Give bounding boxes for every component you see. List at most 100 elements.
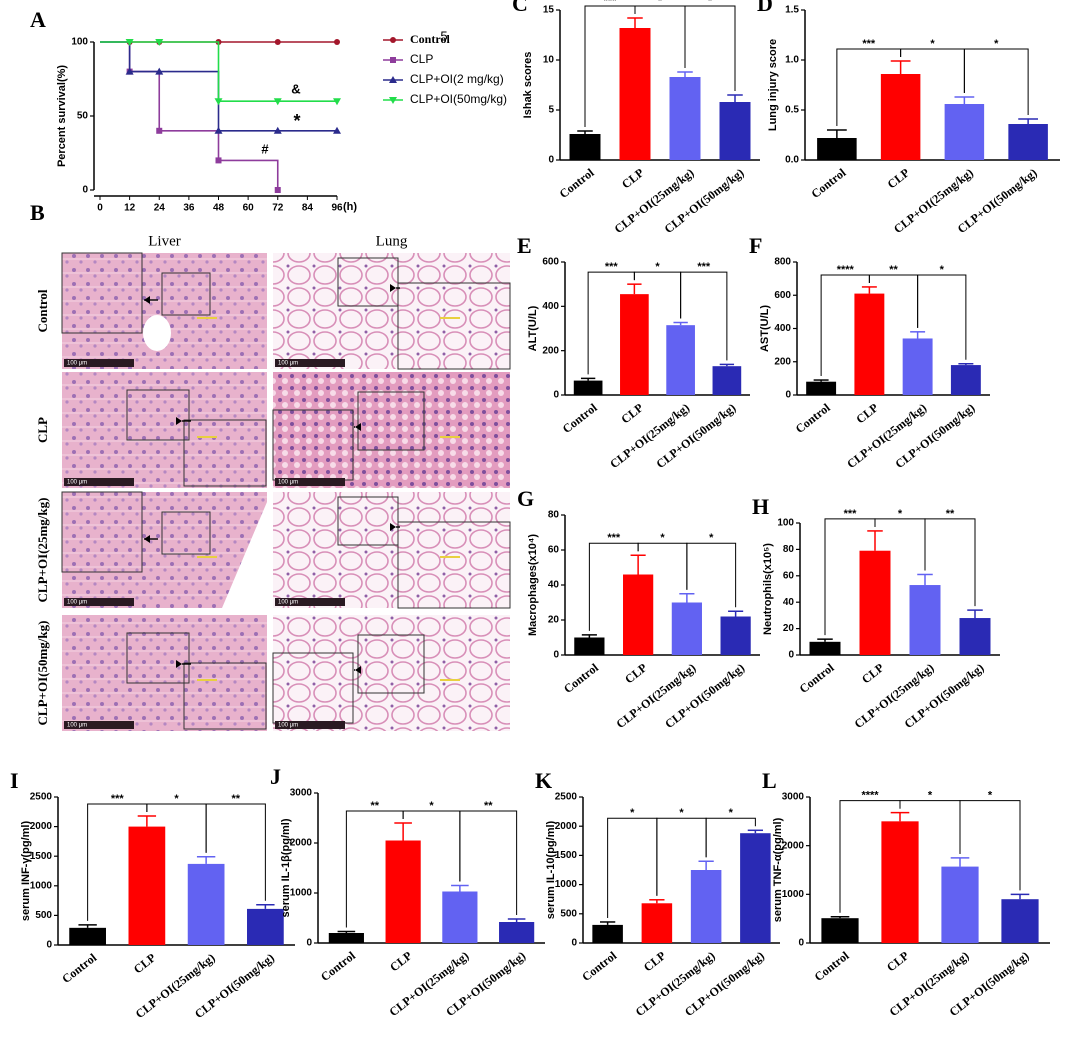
significance-bracket (686, 542, 737, 608)
bar (666, 325, 695, 395)
y-tick-label: 1000 (555, 879, 578, 890)
x-tick-label: CLP (853, 400, 881, 426)
bar (1008, 124, 1048, 160)
bar (620, 294, 649, 395)
significance-bracket (680, 271, 728, 361)
bar (719, 102, 751, 160)
x-axis-label: (h) (343, 201, 357, 213)
y-axis-label: serum INF-γ(pg/ml) (20, 821, 32, 922)
y-tick-label: 0 (798, 938, 804, 949)
panel-letter: A (30, 7, 46, 32)
x-tick-label: Control (579, 948, 619, 984)
y-tick-label: 1.0 (785, 55, 799, 66)
significance-bracket (684, 5, 736, 91)
significance-label: * (660, 532, 665, 544)
bar (809, 641, 841, 655)
histology-image (62, 372, 267, 488)
y-tick-label: 0 (553, 650, 559, 661)
significance-bracket (924, 518, 976, 607)
x-tick-label: Control (808, 165, 848, 201)
bar (574, 637, 605, 655)
significance-label: * (658, 0, 663, 7)
legend-marker (390, 37, 396, 43)
significance-label: **** (837, 264, 855, 276)
significance-label: * (729, 807, 734, 819)
histology-image (62, 253, 267, 369)
significance-label: ** (889, 264, 898, 276)
bar (592, 924, 623, 943)
y-axis-label: Percent survival(%) (56, 65, 68, 167)
y-tick-label: 60 (548, 545, 560, 556)
x-tick-label: CLP+OI(25mg/kg) (607, 400, 692, 471)
row-label: CLP+OI(25mg/kg) (35, 498, 50, 603)
x-tick-label: 12 (124, 203, 136, 214)
bar (950, 365, 981, 395)
scale-bar-label: 100 μm (278, 600, 298, 606)
y-tick-label: 0 (788, 650, 794, 661)
y-tick-label: 80 (548, 510, 560, 521)
x-tick-label: Control (793, 400, 833, 436)
y-tick-label: 400 (542, 301, 559, 312)
significance-label: ** (231, 793, 240, 805)
scale-bar (64, 598, 134, 606)
significance-label: ** (484, 800, 493, 812)
bar (641, 903, 673, 943)
x-tick-label: CLP (859, 660, 887, 686)
panel-letter: E (517, 233, 532, 258)
x-tick-label: 84 (302, 203, 314, 214)
scale-bar-label: 100 μm (67, 480, 87, 486)
y-tick-label: 20 (783, 623, 795, 634)
zoom-box (126, 389, 190, 441)
significance-label: **** (861, 789, 879, 801)
y-tick-label: 0 (46, 940, 52, 951)
x-tick-label: 36 (183, 203, 195, 214)
y-tick-label: 400 (774, 323, 791, 334)
bar (740, 833, 771, 943)
bar (881, 821, 919, 943)
scale-bar-label: 100 μm (278, 361, 298, 367)
row-label: CLP (35, 417, 50, 443)
survival-marker (274, 39, 281, 45)
significance-label: *** (605, 261, 619, 273)
bar (944, 104, 985, 160)
scale-bar (275, 721, 345, 729)
scale-bar-label: 100 μm (67, 600, 87, 606)
y-tick-label: 1.5 (785, 5, 799, 16)
panel-letter: G (517, 486, 534, 511)
y-tick-label: 200 (542, 345, 559, 356)
panel-letter: K (535, 768, 552, 793)
significance-label: * (709, 532, 714, 544)
survival-marker (274, 187, 281, 193)
x-tick-label: CLP (619, 165, 647, 191)
y-tick-label: 2000 (30, 821, 53, 832)
y-tick-label: 1500 (555, 850, 578, 861)
legend-marker (390, 57, 396, 63)
annotation: & (291, 81, 300, 96)
legend-label: CLP+OI(50mg/kg) (410, 92, 507, 106)
x-tick-label: Control (812, 948, 852, 984)
bar (817, 138, 857, 160)
bar (859, 550, 891, 655)
bar (385, 840, 421, 943)
annotation: 5 (440, 28, 447, 43)
arrow-head (144, 296, 150, 304)
significance-label: *** (111, 793, 125, 805)
bar (1001, 899, 1039, 943)
y-axis-label: AST(U/L) (759, 305, 771, 352)
y-tick-label: 0 (82, 185, 88, 196)
y-tick-label: 2000 (290, 838, 313, 849)
significance-label: * (988, 789, 993, 801)
x-tick-label: CLP (884, 948, 912, 974)
y-axis-label: Ishak scores (522, 52, 534, 119)
y-tick-label: 100 (777, 518, 794, 529)
scale-bar (64, 359, 134, 367)
bar (902, 338, 933, 395)
significance-label: *** (607, 532, 621, 544)
arrow-head (176, 417, 182, 425)
column-label: Lung (376, 233, 408, 249)
inset (397, 282, 511, 370)
significance-label: *** (697, 261, 711, 273)
panel-letter: C (512, 0, 528, 16)
bar (669, 77, 701, 160)
legend-label: CLP (410, 52, 433, 66)
